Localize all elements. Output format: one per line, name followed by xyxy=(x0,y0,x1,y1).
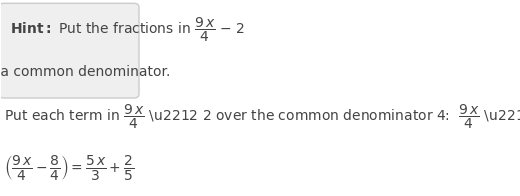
Text: $\mathbf{Hint:}$ Put the fractions in $\dfrac{9\,x}{4}$ − 2: $\mathbf{Hint:}$ Put the fractions in $\… xyxy=(10,15,246,44)
Text: $\left(\dfrac{9\,x}{4} - \dfrac{8}{4}\right) = \dfrac{5\,x}{3} + \dfrac{2}{5}$: $\left(\dfrac{9\,x}{4} - \dfrac{8}{4}\ri… xyxy=(4,153,134,182)
FancyBboxPatch shape xyxy=(0,3,139,98)
Text: over a common denominator.: over a common denominator. xyxy=(0,65,170,79)
Text: Put each term in $\dfrac{9\,x}{4}$ \u2212 2 over the common denominator 4:  $\df: Put each term in $\dfrac{9\,x}{4}$ \u221… xyxy=(4,103,520,132)
